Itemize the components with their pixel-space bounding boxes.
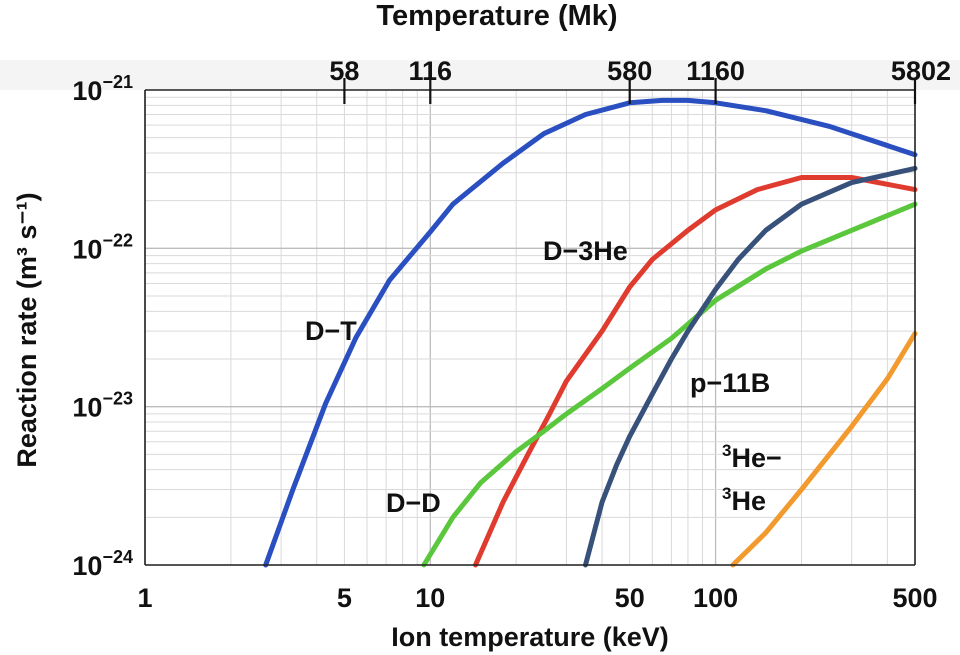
series-line bbox=[263, 97, 918, 568]
series-line bbox=[421, 201, 918, 568]
series-label: D−D bbox=[386, 488, 441, 518]
top-tick-label: 116 bbox=[409, 56, 453, 86]
series-line bbox=[473, 175, 918, 568]
y-tick-label: 10−22 bbox=[72, 230, 133, 264]
x-tick-label: 50 bbox=[615, 583, 645, 613]
x-tick-label: 10 bbox=[415, 583, 445, 613]
series-curves bbox=[263, 97, 918, 568]
series-line bbox=[583, 165, 918, 568]
top-tick-label: 5802 bbox=[891, 56, 951, 86]
y-tick-label: 10−24 bbox=[72, 547, 133, 581]
axes bbox=[144, 78, 917, 566]
series-label: 3He bbox=[722, 484, 766, 516]
x-tick-label: 100 bbox=[693, 583, 738, 613]
x-tick-label: 5 bbox=[337, 583, 352, 613]
y-tick-label: 10−21 bbox=[72, 72, 133, 106]
top-tick-label: 580 bbox=[607, 56, 652, 86]
series-label: D−3He bbox=[543, 236, 628, 266]
x-tick-label: 1 bbox=[137, 583, 152, 613]
y-tick-label: 10−23 bbox=[72, 389, 133, 423]
top-tick-label: 1160 bbox=[686, 56, 745, 86]
series-labels: D−T D−3He D−D p−11B 3He− 3He bbox=[305, 236, 782, 518]
series-label: D−T bbox=[305, 316, 357, 346]
tick-labels: 1 5 10 50 100 500 58 116 580 1160 5802 10−24 10−23 10… bbox=[72, 56, 951, 613]
y-axis-label: Reaction rate (m³ s⁻¹) bbox=[12, 192, 42, 467]
x-axis-label: Ion temperature (keV) bbox=[391, 622, 669, 652]
x-tick-label: 500 bbox=[892, 583, 937, 613]
top-axis-strip bbox=[0, 60, 960, 90]
series-label: 3He− bbox=[722, 441, 782, 473]
series-line bbox=[730, 331, 918, 568]
top-tick-label: 58 bbox=[329, 56, 359, 86]
series-label: p−11B bbox=[690, 368, 770, 398]
top-axis-title: Temperature (Mk) bbox=[376, 0, 617, 32]
